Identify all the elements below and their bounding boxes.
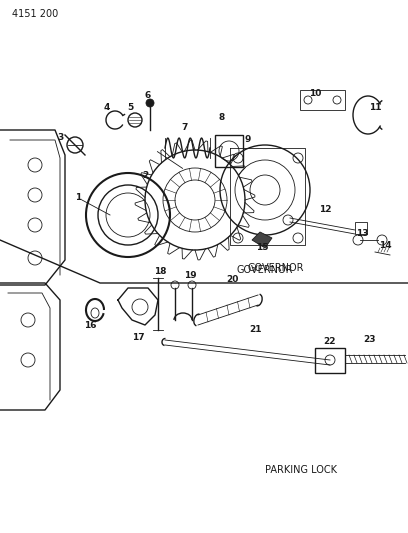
Text: PARKING LOCK: PARKING LOCK	[265, 465, 337, 475]
Text: 10: 10	[309, 88, 321, 98]
Text: 1: 1	[75, 193, 81, 203]
Text: 16: 16	[84, 320, 96, 329]
Text: GOVERNOR: GOVERNOR	[237, 265, 293, 275]
Text: 3: 3	[57, 133, 63, 142]
Text: 15: 15	[256, 244, 268, 253]
Text: 11: 11	[369, 103, 381, 112]
Text: 6: 6	[145, 91, 151, 100]
Text: 2: 2	[142, 171, 148, 180]
Text: 20: 20	[226, 276, 238, 285]
Text: 7: 7	[182, 124, 188, 133]
Text: 12: 12	[319, 206, 331, 214]
Bar	[355, 222, 367, 234]
Text: 19: 19	[184, 271, 196, 279]
Text: 8: 8	[219, 114, 225, 123]
Text: 5: 5	[127, 103, 133, 112]
Bar	[315, 348, 345, 373]
Polygon shape	[252, 232, 272, 248]
Text: 14: 14	[379, 240, 391, 249]
Text: 22: 22	[324, 337, 336, 346]
Text: 18: 18	[154, 268, 166, 277]
Bar	[215, 135, 243, 167]
Circle shape	[146, 99, 154, 107]
Bar	[300, 90, 345, 110]
Text: 21: 21	[249, 326, 261, 335]
Text: 4151 200: 4151 200	[12, 9, 58, 19]
Text: 13: 13	[356, 229, 368, 238]
Text: 17: 17	[132, 334, 144, 343]
Text: 4: 4	[104, 103, 110, 112]
Text: 9: 9	[245, 135, 251, 144]
Text: 23: 23	[364, 335, 376, 344]
Text: GOVERNOR: GOVERNOR	[248, 263, 304, 273]
